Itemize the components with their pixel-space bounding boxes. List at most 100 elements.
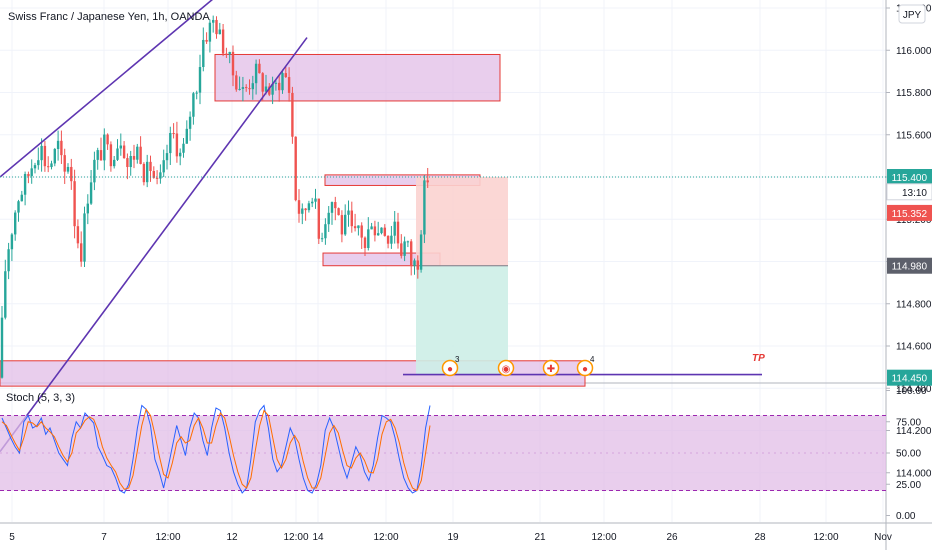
candlestick-series [0, 15, 429, 379]
event-marker-symbol: ● [582, 364, 588, 375]
price-flag-last[interactable]: 115.400 [887, 169, 932, 185]
time-tick-label: 12:00 [813, 532, 838, 543]
candle-body-6 [20, 194, 23, 202]
time-tick-label: 14 [312, 532, 324, 543]
candle-body-79 [261, 73, 264, 92]
candle-body-93 [307, 203, 311, 211]
position-stop-area[interactable] [416, 177, 508, 266]
candle-body-117 [386, 235, 390, 244]
candle-body-65 [215, 19, 218, 35]
candle-body-118 [390, 235, 393, 244]
annotation-tp[interactable]: TP [752, 353, 765, 364]
event-marker-0[interactable]: ●3 [441, 355, 461, 377]
zone-0[interactable] [214, 53, 501, 102]
stoch-tick-label: 75.00 [896, 417, 921, 428]
candle-body-72 [238, 88, 241, 90]
time-axis[interactable]: 5 7 12:00 12 12:00 14 12:00 19 21 12:00 26 28 12:00 N… [9, 532, 892, 543]
time-tick-label: Nov [874, 532, 892, 543]
candle-body-84 [278, 82, 281, 91]
candle-body-2 [7, 249, 10, 272]
candle-body-11 [37, 160, 40, 166]
candle-body-111 [367, 229, 370, 248]
candle-body-57 [188, 116, 192, 129]
candle-body-127 [419, 234, 423, 270]
time-tick-label: 19 [447, 532, 459, 543]
candle-body-107 [353, 226, 357, 229]
candle-body-19 [63, 155, 66, 172]
price-flag-countdown[interactable]: 13:10 [886, 183, 932, 201]
candle-body-61 [202, 39, 205, 68]
candle-body-8 [27, 173, 30, 177]
position-target-area[interactable] [416, 265, 508, 375]
candle-body-125 [413, 260, 416, 267]
candle-body-71 [235, 75, 238, 90]
candle-body-58 [192, 93, 195, 117]
candle-body-32 [106, 134, 109, 145]
candle-body-29 [96, 150, 99, 160]
candle-body-25 [83, 213, 86, 262]
candle-body-126 [416, 260, 419, 270]
candle-body-33 [109, 144, 113, 167]
price-flag-target[interactable]: 114.450 [887, 369, 932, 386]
candle-body-103 [340, 215, 344, 235]
currency-button[interactable]: JPY [898, 4, 926, 24]
time-tick-label: 7 [101, 532, 107, 543]
stoch-series-K [1, 404, 431, 494]
price-flag-bid[interactable]: 115.352 [887, 204, 932, 221]
candle-body-4 [14, 212, 17, 235]
candle-body-44 [146, 161, 149, 183]
candle-body-43 [142, 163, 146, 183]
candle-body-42 [139, 146, 142, 164]
candle-body-85 [281, 73, 284, 91]
stoch-tick-label: 25.00 [896, 480, 921, 491]
candle-body-15 [50, 163, 53, 168]
candle-body-17 [56, 140, 60, 149]
candle-body-39 [129, 155, 132, 168]
candle-body-22 [73, 181, 76, 227]
event-marker-3[interactable]: ●4 [576, 355, 596, 377]
candle-body-9 [30, 168, 33, 177]
event-marker-2[interactable]: ✚ [542, 359, 560, 377]
candle-body-12 [40, 145, 43, 161]
candle-body-116 [383, 227, 386, 236]
time-tick-label: 5 [9, 532, 15, 543]
trendline-0[interactable] [0, 0, 278, 178]
candle-body-92 [304, 208, 307, 211]
candle-body-59 [195, 92, 198, 94]
candle-body-5 [17, 201, 20, 213]
candle-body-7 [23, 173, 27, 195]
candle-body-14 [47, 166, 50, 168]
candle-body-77 [254, 63, 258, 84]
candle-body-51 [169, 133, 172, 154]
annotations[interactable]: TP [752, 353, 765, 364]
candle-body-35 [116, 148, 119, 160]
candle-body-87 [287, 77, 291, 93]
candle-body-129 [426, 180, 429, 183]
candle-body-0 [0, 317, 4, 378]
candle-body-67 [221, 29, 225, 54]
event-marker-symbol: ◉ [502, 364, 511, 375]
time-tick-label: 12:00 [155, 532, 180, 543]
candle-body-24 [80, 243, 83, 262]
candle-body-86 [284, 73, 287, 78]
short-position-tool[interactable] [416, 177, 508, 375]
event-markers[interactable]: ●3 ◉ ✚ ●4 [441, 355, 596, 377]
candle-body-52 [172, 133, 175, 135]
candle-body-113 [373, 226, 377, 236]
candle-body-108 [357, 225, 360, 229]
candle-body-66 [218, 29, 221, 35]
stochastic-oscillator [0, 404, 886, 494]
candle-body-18 [60, 140, 63, 156]
event-marker-1[interactable]: ◉ [497, 359, 515, 377]
price-flag-level[interactable]: 114.980 [887, 257, 932, 274]
trendline-1[interactable] [0, 37, 308, 453]
candle-body-88 [291, 92, 294, 137]
candle-body-115 [380, 227, 383, 234]
candle-body-37 [122, 145, 126, 159]
candle-body-94 [311, 201, 314, 204]
price-flag-label: 114.980 [892, 262, 928, 273]
candle-body-91 [301, 208, 304, 214]
candle-body-75 [248, 88, 251, 90]
candle-body-69 [228, 51, 231, 55]
